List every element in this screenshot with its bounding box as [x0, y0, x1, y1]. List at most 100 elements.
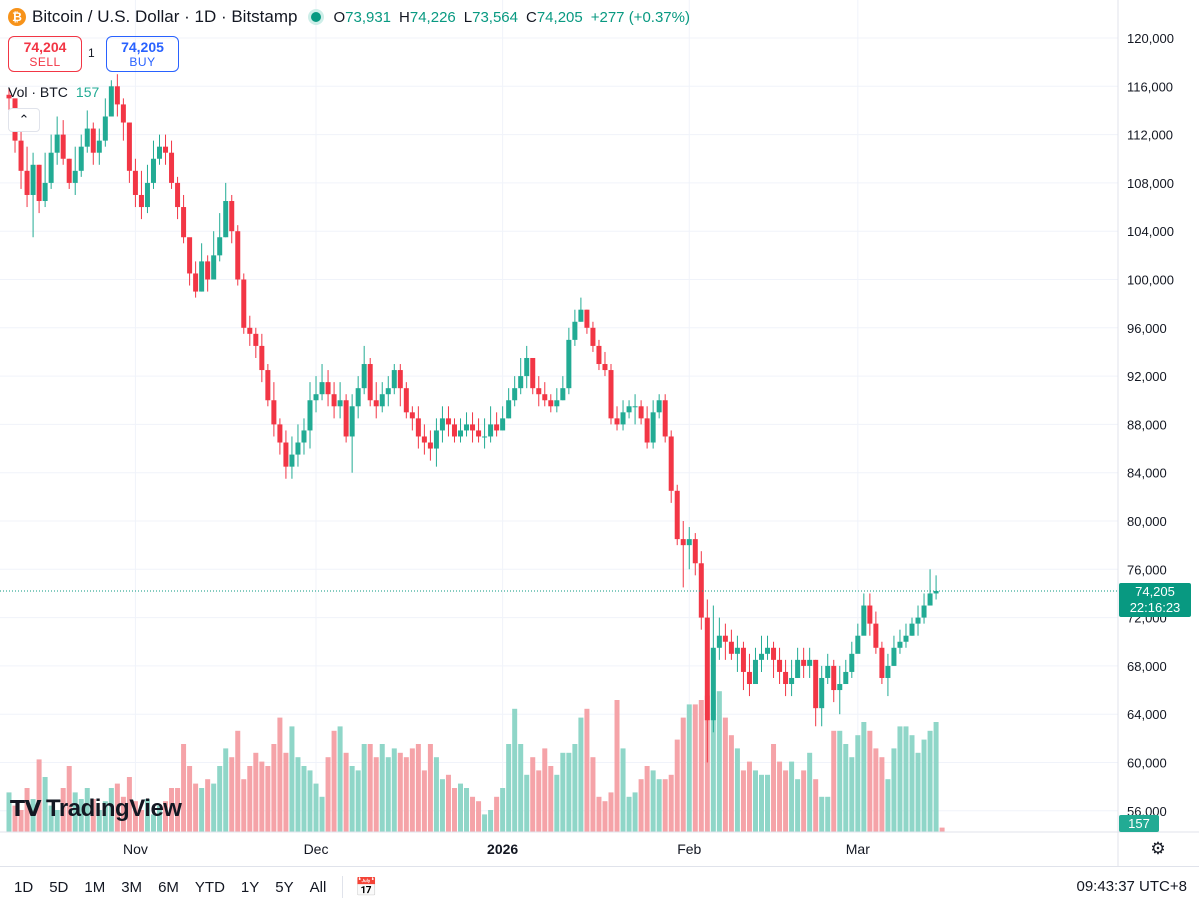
- candle-body: [409, 412, 415, 419]
- range-1d[interactable]: 1D: [14, 878, 34, 896]
- volume-bar: [903, 726, 909, 832]
- volume-bar: [355, 770, 361, 832]
- candle-body: [921, 605, 927, 618]
- volume-legend[interactable]: Vol · BTC 157: [8, 84, 99, 100]
- candle-body: [42, 182, 48, 202]
- candle-body: [752, 659, 758, 685]
- volume-bar: [560, 752, 566, 832]
- candle-body: [235, 231, 241, 280]
- symbol-title[interactable]: Bitcoin / U.S. Dollar · 1D · Bitstamp: [32, 7, 298, 26]
- volume-bar: [144, 799, 150, 832]
- candle-body: [54, 134, 60, 153]
- range-ytd[interactable]: YTD: [194, 878, 225, 896]
- volume-bar: [674, 739, 680, 832]
- buy-button[interactable]: 74,205 BUY: [106, 36, 179, 72]
- volume-bar: [692, 704, 698, 832]
- candle-body: [211, 255, 217, 280]
- volume-bar: [132, 801, 138, 832]
- candle-body: [337, 400, 343, 407]
- volume-bar: [367, 744, 373, 832]
- candle-body: [849, 653, 855, 672]
- price-chart[interactable]: 120,000 116,000 112,000 108,000 104,000 100,0…: [0, 0, 1199, 866]
- candle-body: [421, 436, 427, 443]
- volume-bar: [391, 748, 397, 832]
- tradingview-logo[interactable]: 𝗧𝗩 TradingView: [10, 795, 182, 823]
- candle-body: [349, 406, 355, 437]
- candle-body: [746, 671, 752, 685]
- candle-body: [759, 653, 764, 660]
- volume-bar: [163, 801, 169, 832]
- candle-body: [72, 170, 78, 183]
- candle-body: [126, 122, 132, 171]
- collapse-legend-button[interactable]: ⌃: [8, 108, 40, 132]
- volume-bar: [211, 783, 217, 832]
- volume-bar: [494, 796, 500, 832]
- volume-bar: [175, 788, 181, 832]
- volume-bar: [506, 744, 512, 832]
- candle-body: [668, 436, 674, 491]
- range-1y[interactable]: 1Y: [240, 878, 260, 896]
- candle-body: [108, 86, 114, 117]
- goto-date-icon[interactable]: 📅: [355, 876, 378, 897]
- volume-bar: [126, 777, 132, 832]
- volume-bar: [199, 788, 205, 832]
- volume-bar: [656, 779, 662, 832]
- range-6m[interactable]: 6M: [158, 878, 179, 896]
- volume-bar: [518, 744, 524, 832]
- range-5y[interactable]: 5Y: [275, 878, 294, 896]
- volume-bar: [470, 796, 476, 832]
- candle-body: [903, 635, 909, 642]
- volume-bar: [6, 792, 12, 832]
- bitcoin-icon: ₿: [8, 8, 26, 26]
- volume-bar: [590, 757, 596, 832]
- candle-body: [199, 261, 205, 292]
- volume-bar: [638, 779, 644, 832]
- candle-body: [777, 659, 783, 672]
- buy-label: BUY: [129, 55, 156, 69]
- y-tick-label: 92,000: [1127, 369, 1167, 384]
- candle-body: [265, 370, 271, 401]
- candle-body: [187, 237, 193, 274]
- y-tick-label: 64,000: [1127, 707, 1167, 722]
- candle-body: [241, 279, 247, 328]
- candle-body: [427, 442, 433, 449]
- volume-bar: [837, 730, 843, 832]
- candle-body: [6, 94, 12, 99]
- volume-bar: [596, 796, 602, 832]
- volume-bar: [746, 761, 752, 832]
- ohlc-high: H74,226: [399, 8, 456, 26]
- range-3m[interactable]: 3M: [121, 878, 143, 896]
- y-tick-label: 96,000: [1127, 321, 1167, 336]
- settings-icon[interactable]: ⚙: [1150, 839, 1166, 858]
- candle-body: [229, 201, 235, 232]
- volume-bar: [421, 770, 427, 832]
- candle-body: [885, 665, 891, 678]
- candle-body: [674, 490, 680, 540]
- candle-body: [48, 152, 54, 183]
- volume-bar: [572, 744, 578, 832]
- candle-body: [253, 333, 259, 346]
- clock-timezone[interactable]: 09:43:37 UTC+8: [1076, 878, 1188, 895]
- sell-button[interactable]: 74,204 SELL: [8, 36, 82, 72]
- candle-body: [391, 370, 397, 389]
- range-5d[interactable]: 5D: [49, 878, 69, 896]
- candle-body: [638, 406, 644, 419]
- volume-bar: [331, 730, 337, 832]
- candle-body: [30, 164, 36, 195]
- candle-body: [807, 659, 813, 666]
- volume-bar: [632, 792, 638, 832]
- spread-value: 1: [88, 46, 95, 60]
- volume-bar: [217, 766, 223, 832]
- range-1m[interactable]: 1M: [84, 878, 106, 896]
- y-tick-label: 88,000: [1127, 417, 1167, 432]
- candle-body: [181, 207, 187, 238]
- volume-bar: [84, 788, 90, 832]
- candle-body: [373, 400, 379, 407]
- candle-body: [138, 194, 144, 208]
- last-price-tag: 74,205 22:16:23: [1119, 583, 1191, 617]
- candle-body: [114, 86, 120, 105]
- candle-body: [361, 364, 367, 389]
- volume-bar: [301, 766, 307, 832]
- volume-bar: [283, 752, 289, 832]
- range-all[interactable]: All: [309, 878, 327, 896]
